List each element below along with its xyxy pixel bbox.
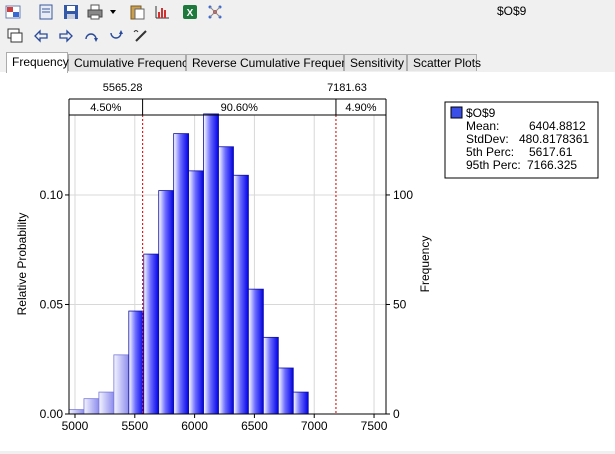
- histogram-bar: [188, 170, 204, 415]
- y-tick-label: 0.00: [40, 407, 64, 421]
- network-icon[interactable]: [206, 3, 223, 20]
- band-label-upper: 4.90%: [345, 102, 376, 114]
- mean-value: 6404.8812: [529, 119, 586, 133]
- histogram-bar: [83, 398, 100, 415]
- stats-legend: $O$9 Mean: 6404.8812 StdDev: 480.8178361…: [444, 101, 599, 179]
- histogram-bar: [128, 310, 145, 415]
- p5-value: 5617.61: [529, 145, 573, 159]
- tab-sensitivity[interactable]: Sensitivity: [344, 54, 407, 71]
- clipboard-icon[interactable]: [128, 3, 145, 20]
- histogram-bar: [233, 174, 249, 415]
- p95-label: 95th Perc:: [466, 158, 521, 172]
- y-axis-label: Relative Probability: [15, 213, 29, 316]
- legend-swatch: [450, 106, 463, 119]
- toolbar-top: X $O$9: [0, 0, 615, 22]
- disk-icon[interactable]: [62, 3, 79, 20]
- dropdown-arrow-icon[interactable]: [108, 3, 118, 20]
- rotate-down-icon[interactable]: [107, 27, 124, 44]
- cell-title: $O$9: [497, 4, 527, 18]
- mean-label: Mean:: [466, 119, 499, 133]
- legend-series-name: $O$9: [466, 106, 496, 120]
- lower-cut-label: 5565.28: [103, 82, 143, 94]
- chart-icon[interactable]: [153, 3, 170, 20]
- copy-window-icon[interactable]: [6, 27, 23, 44]
- y2-tick-label: 0: [393, 407, 400, 421]
- histogram-bar: [218, 146, 234, 415]
- x-tick-label: 6500: [241, 419, 268, 433]
- y2-tick-label: 50: [393, 297, 407, 311]
- histogram-bar: [158, 190, 175, 415]
- x-tick-label: 7000: [301, 419, 328, 433]
- y-tick-label: 0.05: [40, 297, 64, 311]
- upper-cut-label: 7181.63: [327, 82, 367, 94]
- histogram-bar: [113, 354, 130, 415]
- histogram-bar: [262, 336, 279, 415]
- p95-value: 7166.325: [527, 158, 577, 172]
- stddev-value: 480.8178361: [519, 132, 589, 146]
- flip-right-icon[interactable]: [57, 27, 74, 44]
- band-label-lower: 4.50%: [90, 102, 121, 114]
- histogram-bar: [98, 391, 115, 415]
- x-tick-label: 7500: [361, 419, 388, 433]
- y-tick-label: 0.10: [40, 188, 64, 202]
- chart-panel: 5000 5500 6000 6500 7000 7500 0.00 0.05 0.10 0 50 1…: [6, 72, 615, 451]
- printer-icon[interactable]: [86, 3, 103, 20]
- tab-bar: Frequency Cumulative Frequency Reverse C…: [6, 52, 615, 73]
- excel-icon[interactable]: X: [181, 3, 198, 20]
- toolbar-bottom: [0, 24, 615, 46]
- x-tick-label: 5000: [62, 419, 89, 433]
- svg-text:X: X: [186, 8, 193, 19]
- save-icon[interactable]: [37, 3, 54, 20]
- flip-left-icon[interactable]: [32, 27, 49, 44]
- histogram-bar: [277, 367, 294, 415]
- band-label-middle: 90.60%: [221, 102, 259, 114]
- histogram-bar: [203, 113, 219, 415]
- histogram-bar: [292, 391, 309, 415]
- rotate-up-icon[interactable]: [82, 27, 99, 44]
- tab-frequency[interactable]: Frequency: [6, 52, 69, 73]
- tab-cumulative-frequency[interactable]: Cumulative Frequency: [68, 54, 194, 71]
- y2-axis-label: Frequency: [418, 236, 432, 293]
- x-tick-label: 5500: [121, 419, 148, 433]
- x-tick-label: 6000: [181, 419, 208, 433]
- histogram-bar: [248, 288, 264, 415]
- histogram-bar: [173, 133, 190, 415]
- histogram-bar: [143, 253, 160, 415]
- histogram-chart: 5000 5500 6000 6500 7000 7500 0.00 0.05 0.10 0 50 1…: [15, 82, 599, 433]
- pen-icon[interactable]: [132, 27, 149, 44]
- p5-label: 5th Perc:: [466, 145, 514, 159]
- grid-icon[interactable]: [4, 3, 21, 20]
- stddev-label: StdDev:: [466, 132, 509, 146]
- tab-reverse-cumulative-frequency[interactable]: Reverse Cumulative Frequency: [186, 54, 360, 71]
- tab-scatter-plots[interactable]: Scatter Plots: [407, 54, 481, 71]
- y2-tick-label: 100: [393, 188, 413, 202]
- histogram-bar: [68, 409, 85, 415]
- plot-frame: [68, 114, 387, 415]
